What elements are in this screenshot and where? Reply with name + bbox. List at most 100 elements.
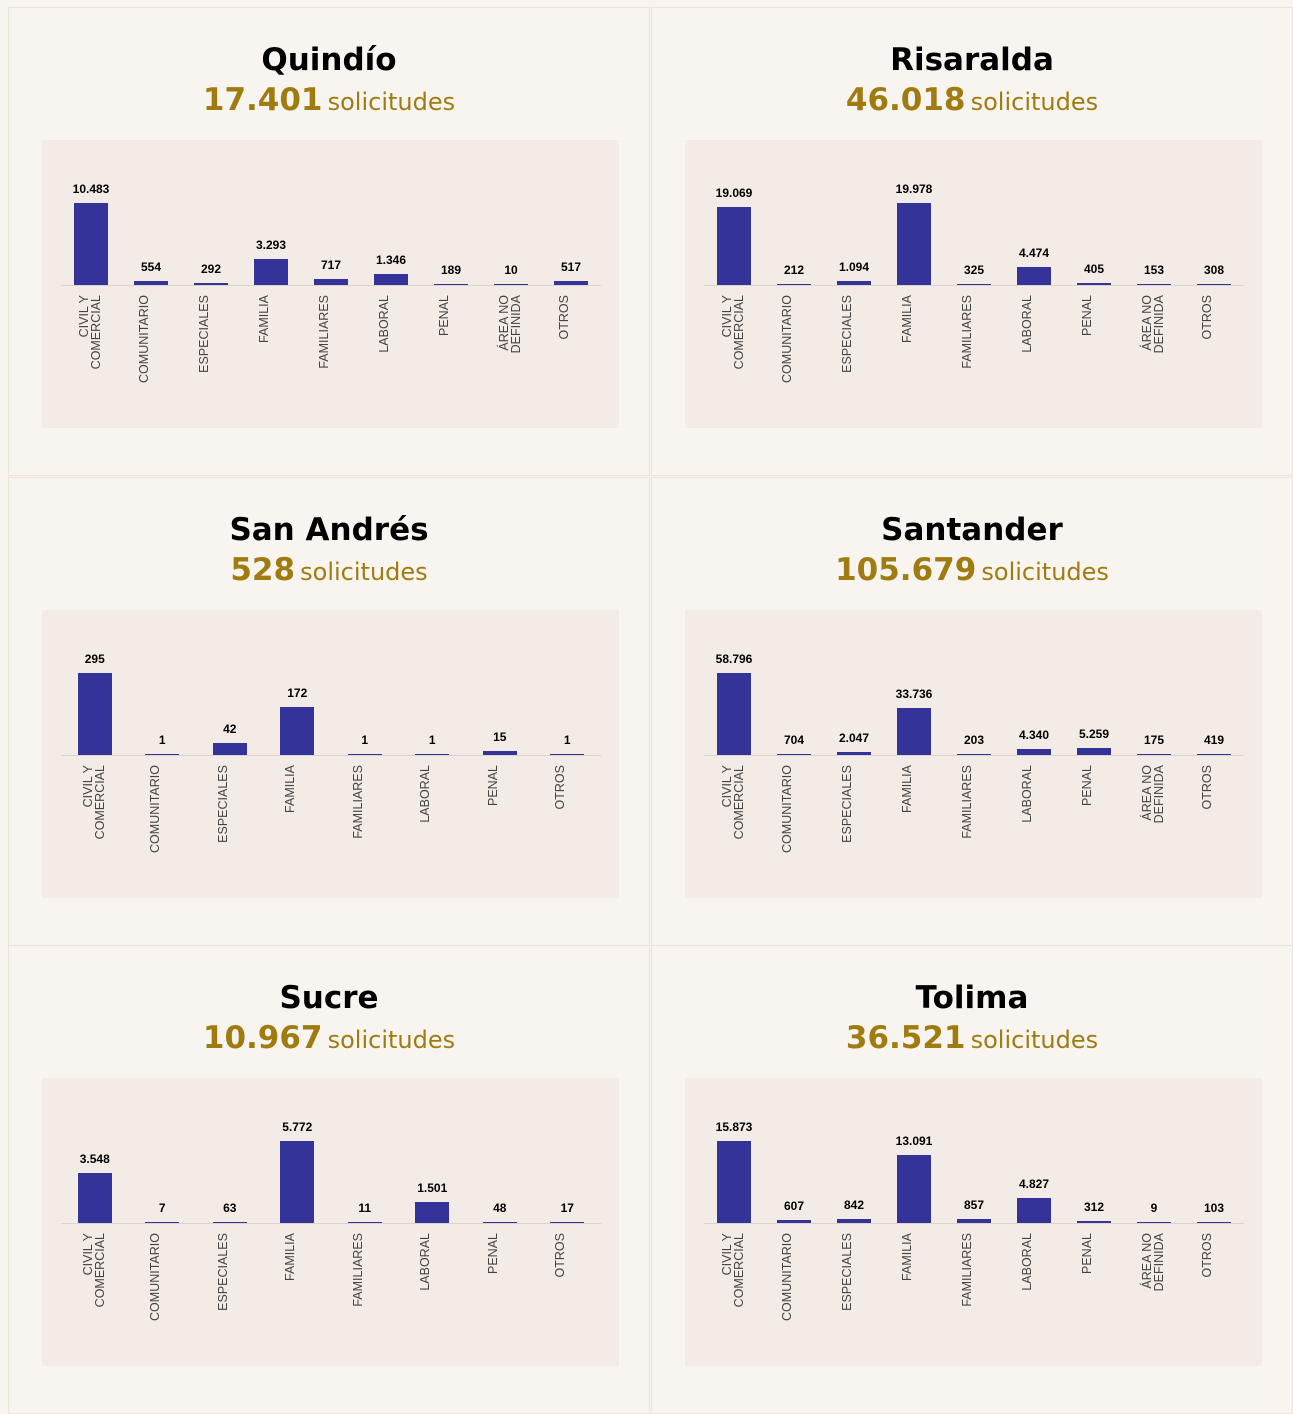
category-label: COMUNITARIO [148,1233,163,1321]
category-label: FAMILIARES [350,765,365,839]
plot-area: 58.796 CIVIL Y COMERCIAL 704 COMUNITARIO 2.0… [685,610,1262,898]
category-label: ÁREA NO DEFINIDA [1140,765,1166,824]
value-label: 1 [158,732,166,747]
category-label: FAMILIA [283,1233,298,1281]
category-label: PENAL [485,1233,500,1274]
bar [74,203,108,285]
category-label: OTROS [553,1233,568,1278]
category-label: FAMILIA [900,1233,914,1281]
chart-panel: Tolima 36.521 solicitudes 15.873 CIVIL Y CO… [651,945,1293,1414]
total-unit: solicitudes [970,88,1099,116]
bar [897,1155,931,1223]
chart-panel: Sucre 10.967 solicitudes 3.548 CIVIL Y COME… [8,945,650,1414]
category-label: FAMILIARES [960,765,974,839]
value-label: 48 [493,1200,507,1215]
bar [554,280,588,285]
category-label: LABORAL [1020,295,1034,353]
total-value: 528 [230,552,296,588]
bar [1137,1221,1171,1223]
bar [374,274,408,285]
value-label: 517 [560,259,582,274]
category-label: PENAL [1080,765,1094,806]
category-label: ESPECIALES [840,765,854,843]
value-label: 172 [287,686,308,701]
category-label: CIVIL Y COMERCIAL [720,765,746,840]
value-label: 33.736 [895,686,933,701]
subtitle: 36.521 solicitudes [652,1020,1292,1056]
value-label: 4.474 [1018,245,1050,260]
bar [777,753,811,755]
plot-area: 19.069 CIVIL Y COMERCIAL 212 COMUNITARIO 1.0… [685,140,1262,428]
value-label: 1 [361,732,369,747]
bar [550,753,585,755]
bar [957,1218,991,1223]
value-label: 717 [320,258,342,273]
total-value: 10.967 [202,1020,323,1056]
value-label: 3.293 [255,238,287,253]
category-label: FAMILIA [283,765,298,813]
bar [314,279,348,285]
category-label: FAMILIA [257,295,271,343]
bar [717,206,751,285]
category-label: FAMILIARES [960,1233,974,1307]
category-label: LABORAL [418,1233,433,1291]
category-label: COMUNITARIO [780,765,794,853]
bar [415,1201,450,1223]
subtitle: 46.018 solicitudes [652,82,1292,118]
value-label: 4.827 [1018,1177,1050,1192]
bar [212,1221,247,1223]
bar [717,1141,751,1223]
value-label: 17 [560,1200,574,1215]
total-value: 105.679 [835,552,977,588]
category-label: CIVIL Y COMERCIAL [720,1233,746,1308]
category-label: PENAL [437,295,451,336]
bar [1197,753,1231,755]
value-label: 308 [1203,262,1225,277]
bar [837,280,871,285]
chart-title: Santander [881,512,1063,548]
bar [254,259,288,285]
total-unit: solicitudes [300,558,428,586]
value-label: 212 [783,262,805,277]
value-label: 11 [358,1200,372,1215]
chart-panel: San Andrés 528 solicitudes 295 CIVIL Y COME… [8,477,650,946]
subtitle: 10.967 solicitudes [9,1020,649,1056]
value-label: 554 [140,259,162,274]
category-label: CIVIL Y COMERCIAL [77,295,103,370]
value-label: 15.873 [715,1120,753,1134]
category-label: LABORAL [1020,1233,1034,1291]
bar [482,1221,517,1223]
bar [1017,748,1051,755]
value-label: 325 [963,262,985,277]
baseline [61,1223,601,1224]
value-label: 175 [1143,732,1165,747]
bar [1077,747,1111,755]
category-label: ÁREA NO DEFINIDA [1140,1233,1166,1292]
value-label: 1 [428,732,436,747]
bar [550,1221,585,1223]
bar [415,753,450,755]
value-label: 13.091 [895,1134,933,1149]
value-label: 607 [783,1198,805,1213]
category-label: FAMILIARES [317,295,331,369]
chart-title: Sucre [279,980,379,1016]
category-label: ÁREA NO DEFINIDA [1140,295,1166,354]
category-label: ESPECIALES [215,1233,230,1311]
total-value: 46.018 [845,82,966,118]
bar [957,283,991,285]
category-label: LABORAL [418,765,433,823]
bar [347,1221,382,1223]
category-label: OTROS [557,295,571,340]
subtitle: 17.401 solicitudes [9,82,649,118]
baseline [704,755,1244,756]
category-label: LABORAL [377,295,391,353]
category-label: FAMILIA [900,295,914,343]
baseline [61,755,601,756]
plot-area: 15.873 CIVIL Y COMERCIAL 607 COMUNITARIO 842… [685,1078,1262,1366]
category-label: CIVIL Y COMERCIAL [720,295,746,370]
value-label: 842 [843,1197,865,1212]
category-label: OTROS [553,765,568,810]
value-label: 704 [783,732,805,747]
value-label: 1.501 [417,1180,448,1195]
baseline [704,1223,1244,1224]
